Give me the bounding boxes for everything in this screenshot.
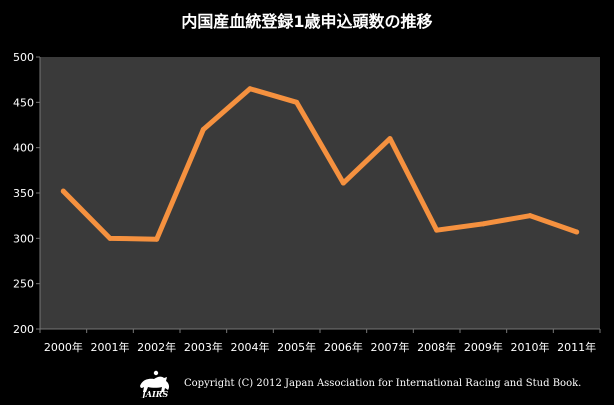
x-tick-label: 2002年 — [137, 340, 176, 354]
x-tick-label: 2005年 — [277, 340, 316, 354]
data-point — [434, 227, 440, 233]
data-point — [60, 188, 66, 194]
y-axis: 200 250 300 350 400 450 500 — [13, 51, 41, 336]
y-tick-label: 300 — [13, 232, 34, 245]
y-tick-label: 350 — [13, 187, 34, 200]
x-tick-label: 2001年 — [91, 340, 130, 354]
x-tick-label: 2009年 — [464, 340, 503, 354]
rider-icon — [153, 370, 159, 376]
data-point — [340, 180, 346, 186]
x-tick-label: 2004年 — [231, 340, 270, 354]
data-point — [200, 127, 206, 133]
plot-area — [40, 57, 600, 329]
data-point — [480, 221, 486, 227]
logo-text: JAIRS — [140, 389, 168, 398]
x-tick-label: 2006年 — [324, 340, 363, 354]
y-tick-label: 450 — [13, 96, 34, 109]
data-point — [107, 235, 113, 241]
x-tick-label: 2003年 — [184, 340, 223, 354]
jairs-logo: JAIRS — [140, 370, 170, 398]
data-point — [247, 86, 253, 92]
y-tick-label: 250 — [13, 278, 34, 291]
x-tick-label: 2011年 — [557, 340, 596, 354]
x-axis: 2000年 2001年 2002年 2003年 2004年 2005年 2006年 2007年… — [39, 328, 601, 354]
y-tick-label: 400 — [13, 142, 34, 155]
footer: JAIRS Copyright (C) 2012 Japan Associati… — [134, 368, 581, 398]
x-tick-label: 2000年 — [44, 340, 83, 354]
horse-icon — [140, 376, 170, 392]
data-point — [527, 213, 533, 219]
y-tick-label: 500 — [13, 51, 34, 64]
data-point — [387, 136, 393, 142]
x-tick-label: 2008年 — [417, 340, 456, 354]
chart-title: 内国産血統登録1歳申込頭数の推移 — [181, 12, 433, 31]
data-points — [60, 86, 580, 242]
data-point — [154, 236, 160, 242]
y-tick-label: 200 — [13, 323, 34, 336]
x-tick-label: 2010年 — [511, 340, 550, 354]
data-point — [294, 99, 300, 105]
x-tick-label: 2007年 — [371, 340, 410, 354]
data-point — [574, 229, 580, 235]
series-line — [60, 86, 580, 242]
copyright-text: Copyright (C) 2012 Japan Association for… — [184, 377, 582, 389]
